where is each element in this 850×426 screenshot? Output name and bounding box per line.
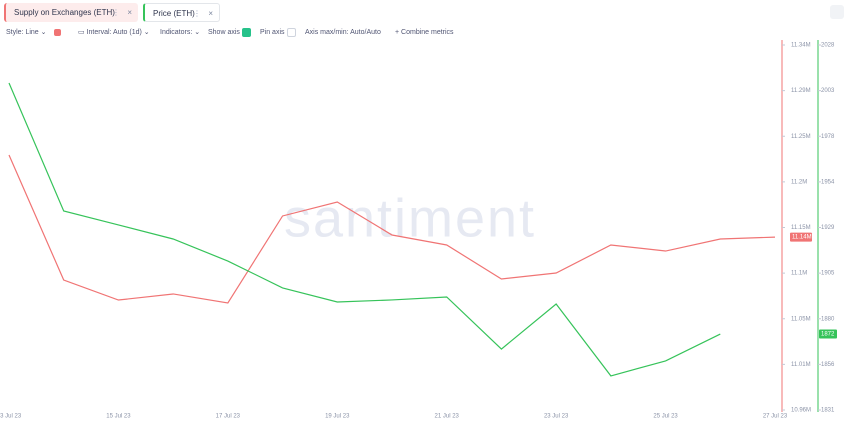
show-axis-toggle[interactable]: Show axis	[208, 27, 240, 39]
series-line	[8, 154, 776, 304]
y-tick-label: 2028	[821, 43, 835, 49]
series-line	[8, 82, 721, 377]
toolbar-label: Show axis	[208, 29, 240, 36]
x-tick-label: 13 Jul 23	[0, 414, 22, 420]
y-tick-label: 1856	[821, 362, 835, 368]
watermark: santiment	[284, 188, 536, 248]
metric-tab[interactable]: Supply on Exchanges (ETH) ⋮ ×	[4, 3, 138, 22]
y-tick-label: 11.15M	[791, 225, 811, 231]
tab-close[interactable]: ×	[208, 9, 213, 18]
x-tick-label: 15 Jul 23	[106, 414, 131, 420]
y-tick-label: 11.29M	[791, 88, 811, 94]
tab-menu[interactable]: ⋮	[193, 9, 201, 18]
indicators-select[interactable]: Indicators: ⌄	[160, 29, 201, 36]
x-tick-label: 17 Jul 23	[216, 414, 241, 420]
toolbar-label: Combine metrics	[401, 29, 454, 36]
y-tick-label: 1905	[821, 271, 835, 277]
value-label-box	[790, 232, 812, 242]
x-tick-label: 23 Jul 23	[544, 414, 569, 420]
y-tick-label: 2003	[821, 88, 835, 94]
y-tick-label: 11.1M	[791, 271, 807, 277]
y-tick-label: 1954	[821, 179, 835, 185]
pin-axis-toggle[interactable]: Pin axis	[260, 27, 285, 39]
x-tick-label: 27 Jul 23	[763, 414, 788, 420]
color-picker[interactable]	[54, 29, 61, 36]
toolbar-label: Interval: Auto (1d)	[86, 29, 142, 36]
style-select[interactable]: Style: Line ⌄	[6, 29, 47, 36]
toolbar-label: Indicators:	[160, 29, 193, 36]
y-tick-label: 10.96M	[791, 408, 811, 414]
y-tick-label: 11.05M	[791, 316, 811, 322]
y-tick-label: 11.25M	[791, 134, 811, 140]
toolbar-label: Style: Line	[6, 29, 39, 36]
metric-tab[interactable]: Price (ETH) ⋮ ×	[143, 3, 220, 22]
y-tick-label: 11.01M	[791, 362, 811, 368]
tab-menu[interactable]: ⋮	[112, 8, 120, 17]
axis-minmax[interactable]: Axis max/min: Auto/Auto	[305, 27, 381, 39]
value-label: 1872	[821, 332, 835, 338]
toolbar-label: Axis max/min: Auto/Auto	[305, 29, 381, 36]
y-tick-label: 11.2M	[791, 179, 807, 185]
y-tick-label: 1978	[821, 134, 835, 140]
value-label-box	[819, 329, 837, 339]
x-tick-label: 25 Jul 23	[653, 414, 678, 420]
interval-select[interactable]: ▭ Interval: Auto (1d) ⌄	[78, 29, 150, 36]
x-tick-label: 21 Jul 23	[435, 414, 460, 420]
y-tick-label: 11.34M	[791, 43, 811, 49]
combine-metrics[interactable]: + Combine metrics	[395, 29, 454, 36]
pin-axis-checkbox[interactable]	[287, 28, 296, 37]
toolbar-label: Pin axis	[260, 29, 285, 36]
tab-close[interactable]: ×	[127, 8, 132, 17]
y-tick-label: 1929	[821, 225, 835, 231]
tab-label: Price (ETH)	[153, 9, 195, 18]
show-axis-checkbox[interactable]	[242, 28, 251, 37]
tab-label: Supply on Exchanges (ETH)	[14, 8, 115, 17]
settings-button[interactable]	[830, 5, 844, 19]
y-tick-label: 1831	[821, 408, 835, 414]
value-label: 11.14M	[792, 235, 812, 241]
x-tick-label: 19 Jul 23	[325, 414, 350, 420]
y-tick-label: 1880	[821, 316, 835, 322]
